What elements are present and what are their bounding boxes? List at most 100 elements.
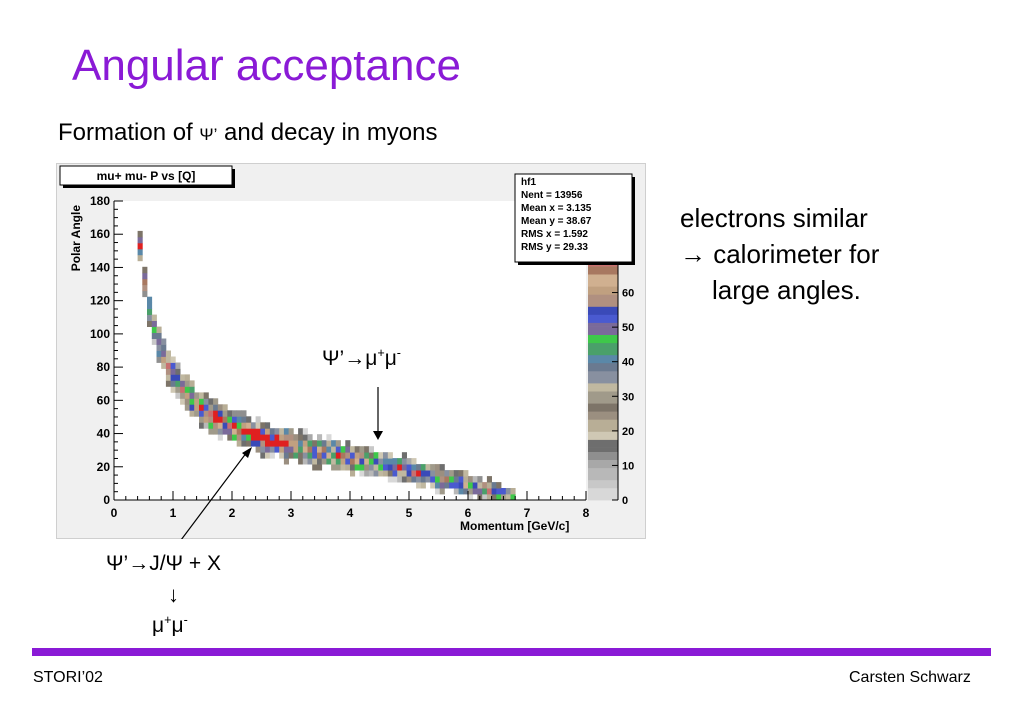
heatmap-cell (387, 476, 393, 483)
heatmap-cell (265, 422, 271, 429)
heatmap-cell (265, 440, 271, 447)
note-line-1: electrons similar (680, 203, 868, 233)
heatmap-cell (312, 452, 318, 459)
heatmap-cell (180, 398, 186, 405)
colorbar-segment (588, 419, 618, 424)
heatmap-cell (468, 476, 474, 483)
heatmap-cell (279, 440, 285, 447)
colorbar-segment (588, 270, 618, 275)
heatmap-cell (406, 464, 412, 471)
heatmap-cell (255, 434, 261, 441)
heatmap-cell (170, 368, 176, 375)
heatmap-cell (496, 494, 502, 501)
heatmap-cell (425, 470, 431, 477)
colorbar-segment (588, 459, 618, 465)
heatmap-cell (250, 434, 256, 441)
heatmap-cell (331, 452, 337, 459)
heatmap-cell (335, 446, 341, 453)
heatmap-cell (142, 272, 148, 280)
heatmap-cell (175, 368, 181, 375)
heatmap-cell (368, 452, 374, 459)
heatmap-cell (208, 416, 214, 423)
heatmap-cell (486, 488, 492, 495)
subtitle-post: and decay in myons (217, 119, 438, 146)
heatmap-cell (288, 440, 294, 447)
heatmap-cell (269, 452, 275, 459)
heatmap-cell (184, 380, 190, 387)
heatmap-cell (250, 440, 256, 447)
colorbar-segment (588, 286, 618, 291)
heatmap-cell (236, 440, 242, 447)
heatmap-cell (199, 392, 205, 399)
heatmap-cell (331, 446, 337, 453)
arrow-psi-jpsi-head (242, 447, 252, 458)
heatmap-cell (227, 410, 233, 417)
heatmap-cell (217, 422, 223, 429)
heatmap-cell (411, 470, 417, 477)
heatmap-cell (208, 398, 214, 405)
heatmap-cell (307, 434, 313, 441)
heatmap-cell (232, 422, 238, 429)
heatmap-cell (383, 452, 389, 459)
chart-title-box: mu+ mu- P vs [Q] (59, 165, 235, 188)
colorbar-segment (588, 475, 618, 481)
colorbar-tick-label: 0 (622, 495, 628, 507)
colorbar-segment (588, 487, 618, 493)
heatmap-cell (298, 440, 304, 447)
colorbar-segment (588, 391, 618, 396)
label-psi-to-jpsi: Ψ’→J/Ψ + X (106, 552, 222, 575)
heatmap-cell (298, 458, 304, 465)
heatmap-cell (359, 458, 365, 465)
heatmap-cell (317, 434, 323, 441)
heatmap-cell (387, 458, 393, 465)
heatmap-cell (222, 410, 228, 417)
colorbar-segment (588, 290, 618, 295)
heatmap-cell (401, 470, 407, 477)
colorbar-segment (588, 383, 618, 388)
x-tick-label: 5 (406, 506, 413, 520)
heatmap-cell (288, 428, 294, 435)
heatmap-cell (298, 434, 304, 441)
heatmap-cell (137, 254, 143, 262)
heatmap-cell (288, 434, 294, 441)
heatmap-cell (147, 320, 153, 327)
colorbar-segment (588, 322, 618, 327)
colorbar-segment (588, 479, 618, 485)
heatmap-cell (222, 428, 228, 435)
heatmap-cell (203, 404, 209, 411)
label-mumu: μ+μ- (152, 614, 188, 638)
heatmap-cell (189, 380, 195, 387)
heatmap-cell (486, 476, 492, 483)
heatmap-cell (420, 476, 426, 483)
heatmap-cell (203, 422, 209, 429)
heatmap-cell (472, 482, 478, 489)
heatmap-cell (486, 482, 492, 489)
heatmap-cell (444, 470, 450, 477)
colorbar-segment (588, 407, 618, 412)
heatmap-cell (175, 362, 181, 369)
heatmap-cell (246, 422, 252, 429)
heatmap-cell (213, 404, 219, 411)
heatmap-cell (199, 404, 205, 411)
colorbar-tick-label: 30 (622, 391, 634, 403)
colorbar-segment (588, 370, 618, 376)
heatmap-cell (151, 338, 157, 345)
heatmap-cell (246, 428, 252, 435)
heatmap-cell (260, 434, 266, 441)
colorbar-segment (588, 346, 618, 352)
heatmap-cell (307, 440, 313, 447)
heatmap-cell (435, 464, 441, 471)
heatmap-cell (406, 470, 412, 477)
heatmap-cell (260, 428, 266, 435)
heatmap-cell (232, 428, 238, 435)
colorbar-segment (588, 294, 618, 299)
heatmap-cell (246, 440, 252, 447)
heatmap-cell (274, 446, 280, 453)
colorbar-segment (588, 354, 618, 360)
heatmap-cell (213, 410, 219, 417)
heatmap-cell (175, 380, 181, 387)
heatmap-cell (199, 416, 205, 423)
heatmap-cell (364, 452, 370, 459)
heatmap-cell (274, 428, 280, 435)
colorbar-segment (588, 278, 618, 283)
